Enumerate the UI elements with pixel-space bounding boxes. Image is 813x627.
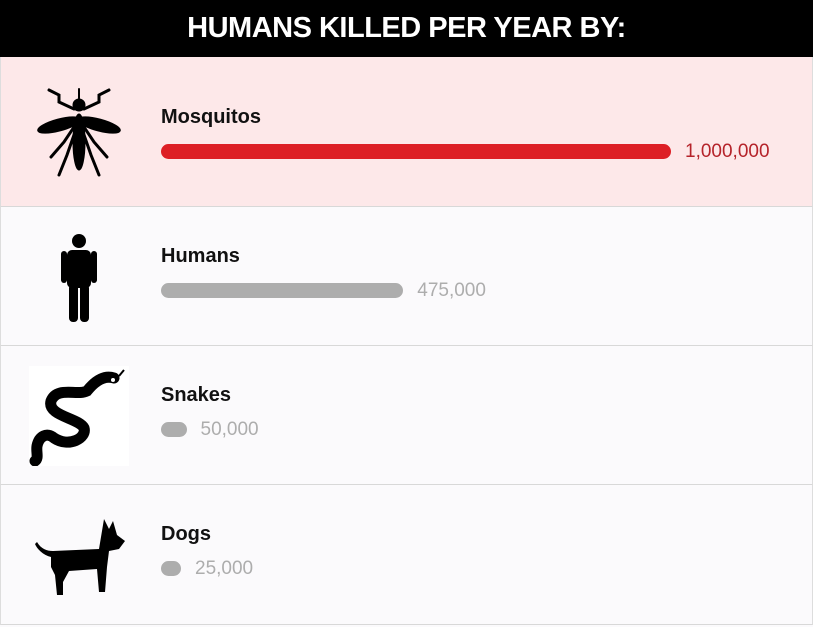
chart-title: HUMANS KILLED PER YEAR BY:: [0, 0, 813, 57]
bar-humans: [161, 283, 404, 298]
value-label-humans: 475,000: [417, 280, 486, 301]
human-icon: [61, 234, 97, 322]
row-snakes: Snakes 50,000: [0, 346, 813, 485]
bar-mosquitos: [161, 144, 671, 159]
value-label-dogs: 25,000: [195, 558, 254, 579]
value-label-mosquitos: 1,000,000: [685, 141, 770, 162]
value-label-snakes: 50,000: [200, 419, 259, 440]
mosquito-icon: [37, 88, 121, 177]
category-label-mosquitos: Mosquitos: [161, 106, 261, 128]
category-label-snakes: Snakes: [161, 384, 232, 406]
dog-icon: [35, 519, 125, 595]
category-label-humans: Humans: [161, 245, 240, 267]
category-label-dogs: Dogs: [161, 523, 211, 545]
row-mosquitos: Mosquitos 1,000,000: [0, 57, 813, 207]
bar-dogs: [161, 561, 181, 576]
snake-icon: [29, 366, 129, 466]
bar-snakes: [161, 422, 187, 437]
row-dogs: Dogs 25,000: [0, 485, 813, 625]
row-humans: Humans 475,000: [0, 207, 813, 346]
